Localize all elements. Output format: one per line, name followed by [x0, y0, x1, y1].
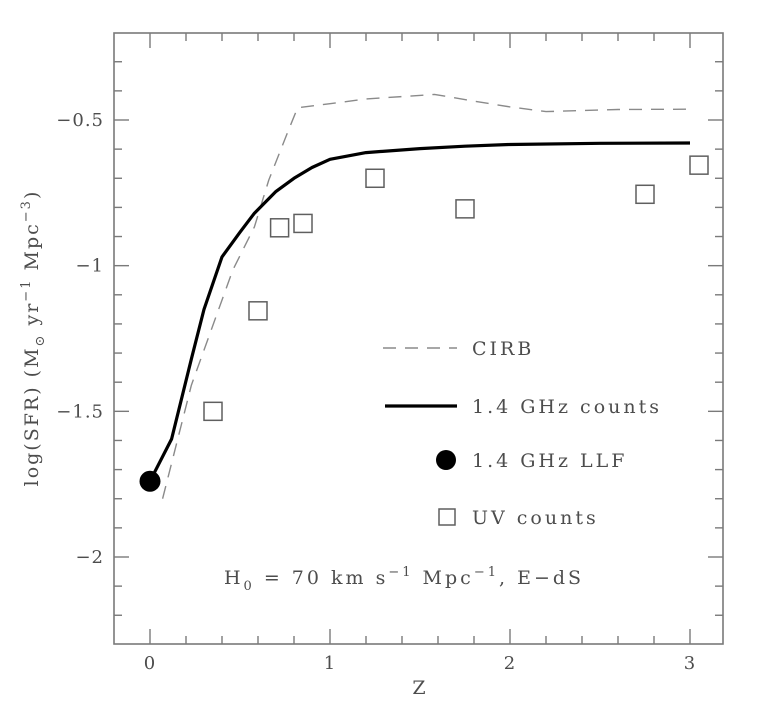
uv-counts-point [248, 301, 268, 321]
uv-counts-point [203, 401, 223, 422]
y-axis-tick-label: −1.5 [56, 401, 104, 422]
x-axis-tick-label: 1 [324, 653, 336, 674]
uv-counts-point [269, 218, 290, 238]
legend-label: CIRB [472, 338, 534, 360]
uv-counts-point [293, 213, 313, 234]
legend-label: 1.4 GHz counts [472, 396, 662, 418]
uv-counts-point [365, 168, 385, 189]
y-axis-tick-label: −1 [75, 256, 104, 277]
llf-point [139, 470, 161, 492]
legend-filled-circle-swatch [436, 450, 456, 470]
uv-counts-point [455, 199, 475, 219]
y-axis-tick-label: −2 [75, 547, 104, 568]
cirb-dashed-curve [161, 93, 691, 499]
x-axis-tick-label: 0 [144, 653, 156, 674]
radio-counts-curve [148, 141, 691, 482]
plot-frame [113, 32, 724, 645]
x-axis-tick-label: 3 [684, 653, 696, 674]
h0-annotation: H0 = 70 km s−1 Mpc−1, E−dS [224, 565, 584, 594]
x-axis-label: Z [412, 677, 427, 699]
y-axis-label: log(SFR) (M⊙ yr−1 Mpc−3) [19, 190, 48, 487]
uv-counts-point [689, 155, 709, 175]
legend-open-square-swatch [438, 508, 456, 526]
y-axis-tick-label: −0.5 [56, 110, 104, 131]
legend-label: UV counts [472, 507, 599, 529]
x-axis-tick-label: 2 [504, 653, 516, 674]
uv-counts-point [635, 184, 655, 205]
legend-label: 1.4 GHz LLF [472, 450, 627, 472]
